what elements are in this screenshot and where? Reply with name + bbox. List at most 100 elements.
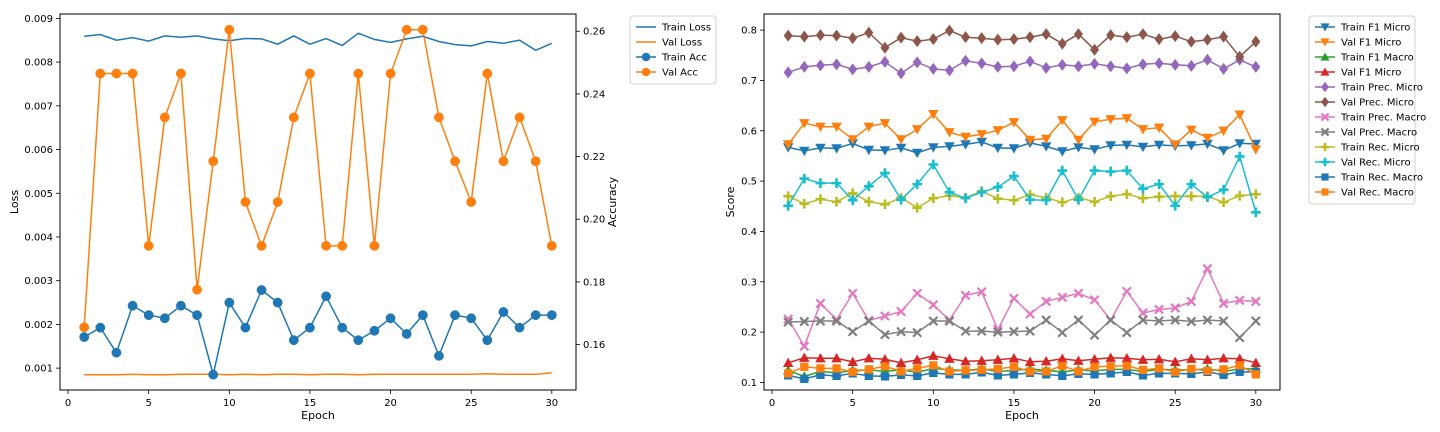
data-point (832, 58, 842, 71)
data-point (1121, 327, 1132, 338)
data-point (895, 357, 907, 367)
data-point (928, 159, 939, 170)
data-point (831, 353, 842, 363)
legend-item: Train Loss (636, 23, 711, 34)
data-point (895, 135, 907, 145)
data-point (911, 125, 923, 135)
data-point (911, 354, 923, 364)
data-point (321, 291, 331, 302)
y-tick-label: 0.7 (741, 76, 757, 87)
y-axis-label: Score (724, 186, 737, 217)
data-point (1170, 303, 1181, 313)
data-point (1041, 296, 1052, 307)
data-point (944, 24, 954, 37)
data-point (800, 362, 809, 371)
data-point (1218, 197, 1229, 208)
data-point (815, 59, 825, 72)
data-point (1009, 326, 1019, 337)
data-point (913, 364, 922, 373)
data-point (1090, 43, 1100, 56)
data-point (1218, 126, 1229, 137)
data-point (1218, 184, 1229, 195)
data-point (816, 370, 825, 380)
data-point (815, 178, 826, 188)
data-point (815, 29, 825, 42)
data-point (1138, 365, 1148, 374)
data-point (928, 62, 938, 75)
data-point (961, 54, 971, 67)
data-point (1121, 165, 1132, 176)
data-point (1218, 353, 1229, 363)
series-line (84, 32, 553, 52)
data-point (864, 365, 873, 374)
plot-frame (59, 13, 577, 391)
y-tick-label: 0.8 (741, 26, 757, 37)
data-point (1121, 286, 1132, 297)
data-point (863, 353, 875, 363)
data-point (816, 364, 825, 373)
data-point (159, 313, 170, 324)
data-point (1186, 191, 1197, 202)
data-point (1105, 115, 1116, 125)
x-tick-label: 30 (545, 398, 558, 409)
data-point (1089, 117, 1100, 127)
series-line (787, 190, 1256, 209)
data-point (1235, 367, 1244, 377)
data-point (912, 56, 922, 69)
data-point (1008, 118, 1020, 128)
data-point (1073, 28, 1083, 41)
data-point (208, 156, 219, 167)
data-point (960, 326, 971, 337)
data-point (1186, 35, 1196, 48)
data-point (1250, 316, 1261, 326)
data-point (848, 367, 857, 377)
data-point (1202, 192, 1213, 203)
data-point (1073, 135, 1084, 146)
data-point (992, 182, 1003, 193)
data-point (546, 310, 557, 321)
legend-marker (641, 67, 651, 77)
data-point (1202, 133, 1213, 144)
data-point (928, 350, 939, 360)
data-point (1090, 370, 1099, 379)
series-line (788, 141, 1256, 154)
data-point (1234, 353, 1245, 363)
data-point (863, 181, 874, 192)
data-point (799, 146, 810, 157)
data-point (1089, 294, 1100, 305)
data-point (895, 143, 907, 154)
data-point (514, 322, 525, 333)
series-val-prec-micro (783, 24, 1261, 63)
x-axis-label: Epoch (301, 409, 335, 422)
y-tick-label: 0.6 (741, 126, 757, 137)
legend-marker (1320, 157, 1330, 167)
data-point (514, 112, 525, 123)
data-point (1202, 315, 1213, 325)
legend-label: Train F1 Macro (1340, 53, 1414, 64)
data-point (782, 140, 794, 150)
data-point (353, 335, 364, 346)
y-tick-label: 0.003 (24, 276, 53, 287)
data-point (831, 196, 842, 207)
data-point (256, 285, 267, 295)
x-tick-label: 20 (1088, 398, 1101, 409)
data-point (1009, 293, 1019, 304)
data-point (864, 60, 874, 73)
data-point (111, 68, 122, 79)
x-tick-label: 30 (1249, 398, 1262, 409)
data-point (288, 112, 299, 123)
data-point (1073, 288, 1084, 299)
data-point (1153, 354, 1165, 364)
data-point (1105, 166, 1116, 177)
data-point (1090, 57, 1100, 70)
data-point (1235, 50, 1245, 63)
data-point (482, 335, 493, 346)
data-point (880, 199, 890, 210)
data-point (1187, 369, 1196, 379)
data-point (1170, 58, 1180, 71)
data-point (799, 173, 810, 184)
legend-item: Train Prec. Macro (1315, 113, 1426, 124)
legend-marker (1320, 142, 1330, 152)
data-point (466, 197, 477, 207)
